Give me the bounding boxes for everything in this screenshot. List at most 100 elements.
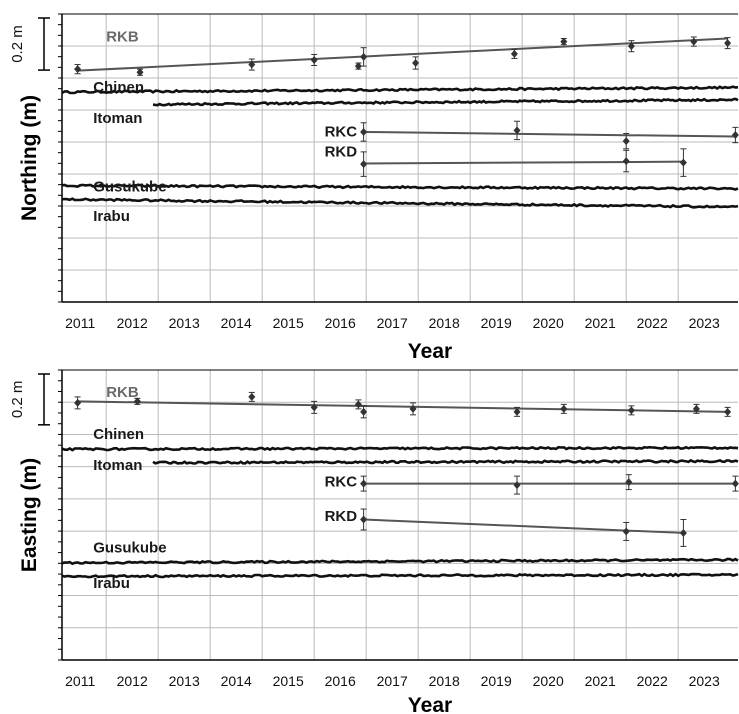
- series-rkc: RKC: [325, 120, 739, 150]
- data-point: [360, 160, 368, 169]
- series-chinen: Chinen: [61, 79, 739, 96]
- station-label-gusukube: Gusukube: [93, 539, 166, 556]
- x-tick-label: 2019: [481, 673, 512, 689]
- data-point: [560, 37, 568, 46]
- station-label-rkc: RKC: [325, 124, 358, 141]
- data-point: [622, 137, 630, 146]
- data-point: [360, 52, 368, 61]
- x-tick-label: 2014: [221, 315, 252, 331]
- data-point: [513, 126, 521, 135]
- data-point: [560, 404, 568, 413]
- trend-line-rkc: [363, 130, 736, 138]
- x-axis-title: Year: [408, 694, 452, 714]
- data-point: [622, 527, 630, 536]
- series-gusukube: Gusukube: [61, 539, 739, 566]
- data-point: [74, 65, 82, 74]
- station-label-chinen: Chinen: [93, 79, 144, 96]
- data-point: [136, 68, 144, 77]
- chart-panel-northing: 2011 2012 2013 2014 2015 2016 2017 2018 2019 2020…: [9, 13, 739, 363]
- x-tick-label: 2011: [65, 315, 95, 331]
- scale-bar-label: 0.2 m: [9, 381, 26, 419]
- continuous-trace-gusukube: [61, 183, 739, 191]
- data-point: [74, 398, 82, 407]
- station-label-rkd: RKD: [325, 143, 358, 160]
- x-tick-label: 2013: [169, 673, 200, 689]
- x-tick-label: 2016: [325, 673, 356, 689]
- x-tick-label: 2021: [585, 673, 616, 689]
- series-itoman: Itoman: [93, 457, 739, 474]
- y-axis-title: Northing (m): [18, 95, 41, 221]
- x-axis-title: Year: [408, 340, 452, 363]
- station-label-rkb: RKB: [106, 29, 139, 46]
- continuous-trace-itoman: [152, 97, 739, 107]
- data-point: [679, 158, 687, 167]
- x-tick-label: 2022: [637, 673, 668, 689]
- continuous-trace-itoman: [152, 458, 739, 465]
- grid-lines: [62, 370, 738, 660]
- series-rkc: RKC: [325, 474, 739, 495]
- station-label-irabu: Irabu: [93, 575, 130, 592]
- data-point: [627, 406, 635, 415]
- trend-line-rkb: [77, 37, 728, 72]
- series-irabu: Irabu: [61, 572, 739, 592]
- x-tick-label: 2017: [377, 315, 408, 331]
- continuous-trace-chinen: [61, 85, 739, 95]
- data-point: [360, 515, 368, 524]
- x-tick-label: 2014: [221, 673, 252, 689]
- x-tick-label: 2021: [585, 315, 616, 331]
- grid-lines: [62, 14, 738, 302]
- x-tick-label: 2018: [429, 315, 460, 331]
- x-tick-label: 2015: [273, 315, 304, 331]
- data-point: [679, 528, 687, 537]
- series-itoman: Itoman: [93, 97, 739, 127]
- data-point: [731, 479, 739, 488]
- trend-line-rkb: [77, 400, 728, 413]
- data-point: [690, 37, 698, 46]
- data-point: [622, 157, 630, 166]
- data-point: [513, 481, 521, 490]
- series-rkb: RKB: [74, 29, 732, 77]
- data-point: [724, 407, 732, 416]
- x-tick-label: 2015: [273, 673, 304, 689]
- scale-bar: 0.2 m: [9, 373, 50, 426]
- data-point: [360, 127, 368, 136]
- x-tick-label: 2011: [65, 673, 95, 689]
- x-tick-label: 2013: [169, 315, 200, 331]
- station-label-rkd: RKD: [325, 508, 358, 525]
- data-point: [510, 49, 518, 58]
- chart-panel-easting: 2011 2012 2013 2014 2015 2016 2017 2018 2019 2020…: [9, 369, 739, 714]
- continuous-trace-chinen: [61, 445, 739, 452]
- x-tick-label: 2017: [377, 673, 408, 689]
- x-tick-label: 2020: [533, 673, 564, 689]
- data-point: [354, 400, 362, 409]
- data-point: [412, 59, 420, 68]
- x-tick-label: 2016: [325, 315, 356, 331]
- x-tick-label: 2023: [689, 673, 720, 689]
- data-point: [627, 42, 635, 51]
- data-point: [248, 392, 256, 401]
- data-point: [354, 62, 362, 71]
- x-tick-label: 2012: [117, 315, 148, 331]
- series-rkb: RKB: [74, 384, 732, 419]
- x-tick-label: 2018: [429, 673, 460, 689]
- data-point: [248, 60, 256, 69]
- series-chinen: Chinen: [61, 426, 739, 452]
- series-irabu: Irabu: [61, 197, 739, 225]
- scale-bar: 0.2 m: [9, 17, 50, 71]
- station-label-rkc: RKC: [325, 474, 358, 491]
- station-label-rkb: RKB: [106, 384, 139, 401]
- data-point: [731, 131, 739, 140]
- data-point: [692, 404, 700, 413]
- data-point: [409, 404, 417, 413]
- station-label-irabu: Irabu: [93, 208, 130, 225]
- station-label-chinen: Chinen: [93, 426, 144, 443]
- x-tick-label: 2020: [533, 315, 564, 331]
- station-label-itoman: Itoman: [93, 457, 142, 474]
- data-point: [133, 397, 141, 406]
- station-label-gusukube: Gusukube: [93, 179, 166, 196]
- data-point: [513, 407, 521, 416]
- continuous-trace-irabu: [61, 572, 739, 579]
- data-point: [625, 478, 633, 487]
- trend-line-rkd: [363, 518, 684, 534]
